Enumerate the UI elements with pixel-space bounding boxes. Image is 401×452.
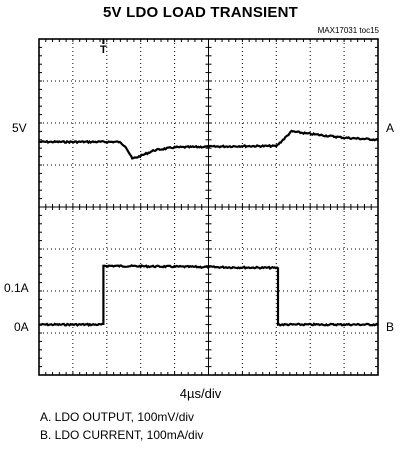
trigger-marker-label: T (100, 44, 107, 56)
legend-entry-b: B. LDO CURRENT, 100mA/div (40, 428, 204, 442)
trigger-marker: T (100, 39, 107, 56)
x-scale-label: 4µs/div (179, 386, 222, 401)
left-label-0-1a: 0.1A (4, 281, 29, 295)
right-label-b: B (386, 320, 395, 334)
series-a-trace (39, 129, 379, 160)
left-label-5v: 5V (12, 121, 27, 135)
right-label-a: A (386, 121, 395, 135)
left-label-0a: 0A (14, 320, 29, 334)
figure-id: MAX17031 toc15 (317, 26, 379, 35)
grid (38, 38, 379, 376)
legend-entry-a: A. LDO OUTPUT, 100mV/div (40, 410, 195, 424)
chart-title: 5V LDO LOAD TRANSIENT (102, 4, 299, 21)
series-b-trace (39, 264, 379, 327)
